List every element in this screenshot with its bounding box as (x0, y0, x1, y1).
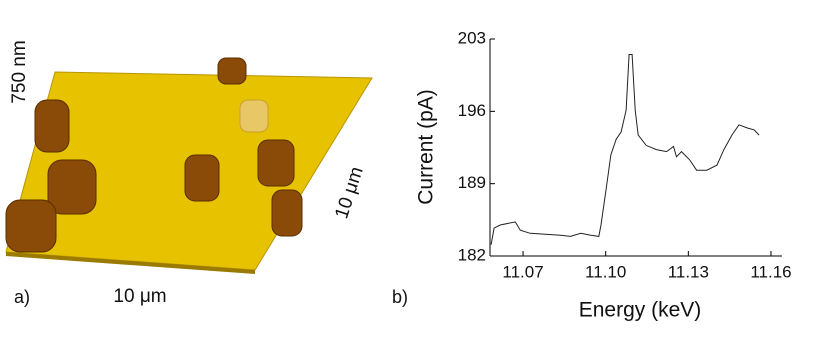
y-scale-label: 10 μm (331, 164, 367, 221)
x-tick-label: 11.13 (668, 262, 709, 281)
x-scale-label: 10 μm (113, 286, 166, 307)
y-tick-label: 189 (458, 173, 486, 192)
x-axis-title: Energy (keV) (579, 299, 702, 322)
afm-image: 750 nm 10 μm 10 μm a) (5, 40, 373, 307)
x-tick-label: 11.16 (750, 262, 791, 281)
data-line (490, 54, 760, 245)
x-tick-label: 11.07 (502, 262, 543, 281)
z-scale-label: 750 nm (9, 40, 30, 103)
panel-label: b) (392, 287, 408, 307)
y-axis-title: Current (pA) (415, 89, 438, 205)
islands (5, 57, 303, 253)
y-tick-label: 196 (458, 101, 486, 120)
panel-label: a) (14, 287, 30, 307)
y-tick-label: 203 (458, 28, 486, 47)
surface-edge (6, 252, 255, 274)
x-tick-label: 11.10 (585, 262, 626, 281)
y-tick-label: 182 (458, 245, 486, 264)
